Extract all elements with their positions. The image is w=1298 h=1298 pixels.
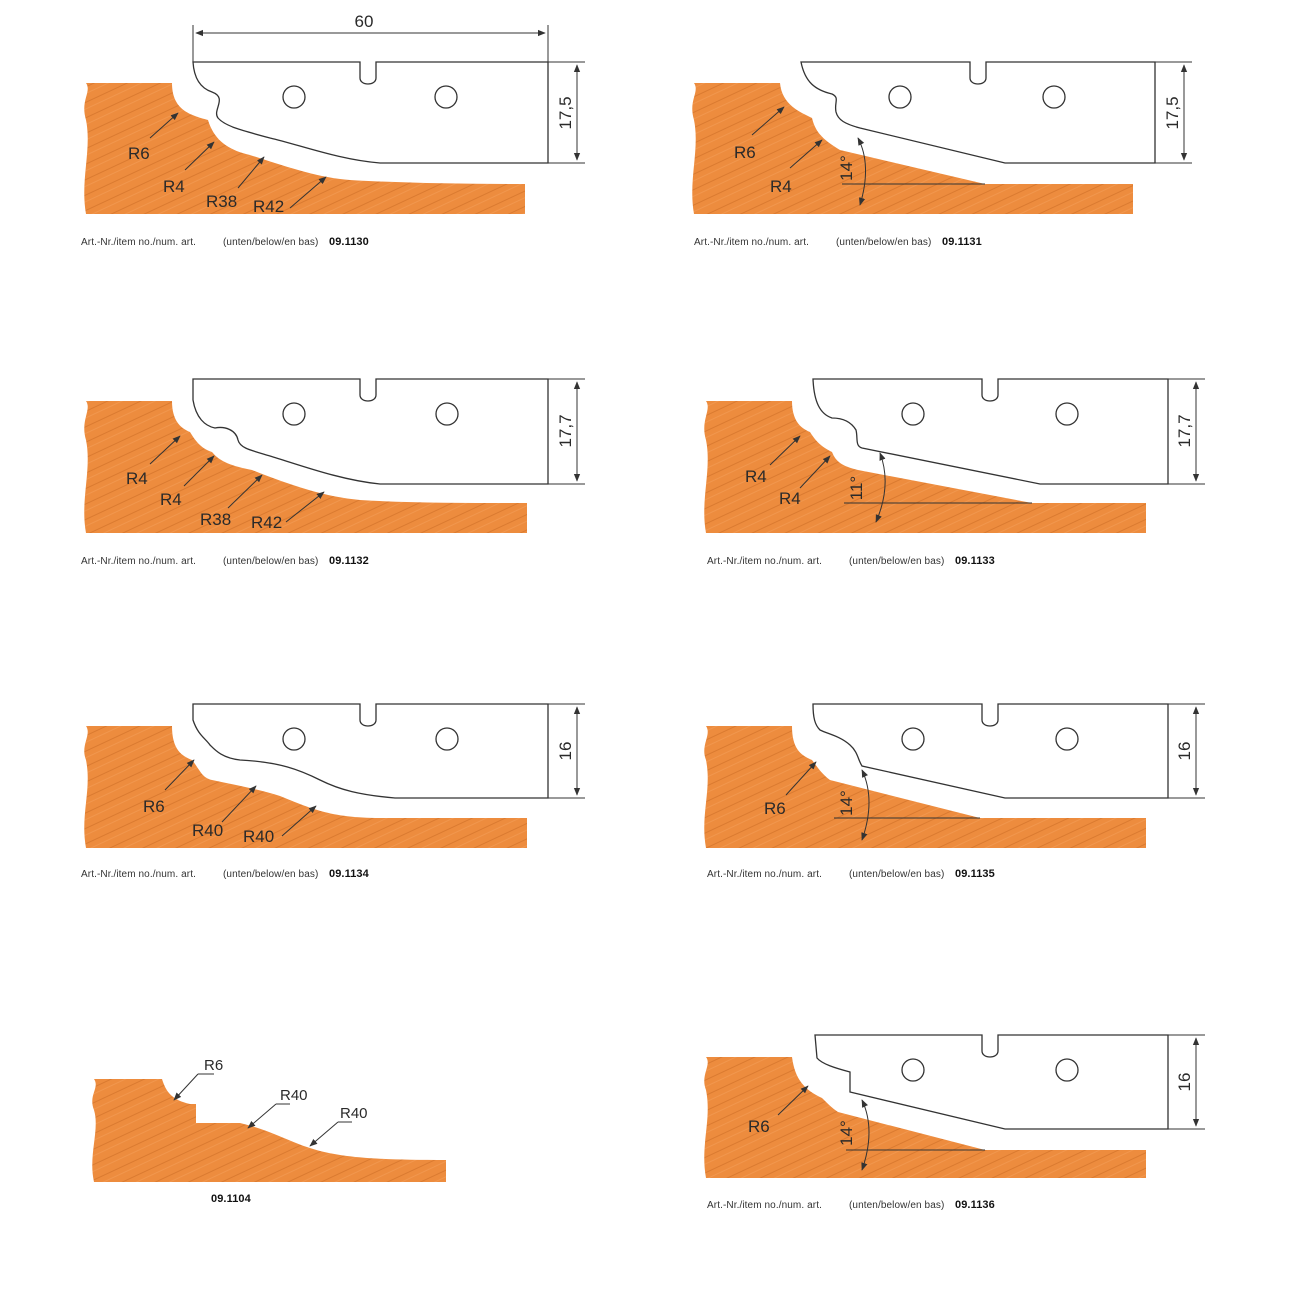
bore-hole-icon — [1042, 85, 1066, 109]
radius-label: R6 — [764, 799, 786, 818]
caption-09-1136: Art.-Nr./item no./num. art. (unten/below… — [707, 1199, 995, 1211]
article-number: 09.1133 — [955, 555, 995, 567]
radius-label: R40 — [280, 1087, 308, 1104]
bore-hole-icon — [434, 85, 458, 109]
bore-hole-icon — [435, 727, 459, 751]
cutter-knife — [812, 378, 1169, 485]
profile-09-1136: 16 14° R6 — [704, 1034, 1205, 1178]
cutter-knife — [192, 378, 549, 485]
bore-hole-icon — [1055, 402, 1079, 426]
caption-position: (unten/below/en bas) — [849, 556, 945, 567]
wood-workpiece — [92, 1079, 447, 1182]
radius-label: R6 — [204, 1057, 223, 1074]
wood-workpiece — [84, 726, 528, 848]
article-number: 09.1132 — [329, 555, 369, 567]
height-label: 17,7 — [1175, 414, 1194, 447]
profile-09-1104: R6 R40 R40 — [92, 1057, 447, 1182]
radius-label: R4 — [779, 489, 801, 508]
article-number: 09.1130 — [329, 236, 369, 248]
caption-09-1132: Art.-Nr./item no./num. art. (unten/below… — [81, 555, 369, 567]
caption-label: Art.-Nr./item no./num. art. — [81, 869, 196, 880]
profile-09-1131: 17,5 14° R6 R4 — [692, 61, 1192, 214]
height-label: 17,5 — [556, 96, 575, 129]
bore-hole-icon — [888, 85, 912, 109]
radius-label: R4 — [770, 177, 792, 196]
caption-label: Art.-Nr./item no./num. art. — [707, 556, 822, 567]
bore-hole-icon — [282, 727, 306, 751]
radius-label: R38 — [200, 510, 231, 529]
cutter-knife — [812, 703, 1169, 799]
caption-09-1131: Art.-Nr./item no./num. art. (unten/below… — [694, 236, 982, 248]
overall-width-label: 60 — [355, 12, 374, 31]
article-number: 09.1135 — [955, 868, 995, 880]
caption-09-1135: Art.-Nr./item no./num. art. (unten/below… — [707, 868, 995, 880]
height-label: 16 — [556, 742, 575, 761]
caption-position: (unten/below/en bas) — [836, 237, 932, 248]
caption-09-1133: Art.-Nr./item no./num. art. (unten/below… — [707, 555, 995, 567]
height-label: 16 — [1175, 1073, 1194, 1092]
caption-label: Art.-Nr./item no./num. art. — [707, 869, 822, 880]
bore-hole-icon — [282, 85, 306, 109]
angle-label: 14° — [837, 155, 856, 181]
cutter-knife — [192, 61, 549, 164]
caption-position: (unten/below/en bas) — [223, 237, 319, 248]
angle-label: 11° — [847, 476, 866, 500]
radius-label: R40 — [340, 1105, 368, 1122]
wood-workpiece — [704, 726, 1146, 848]
angle-label: 14° — [837, 790, 856, 816]
bore-hole-icon — [435, 402, 459, 426]
profile-09-1130: 60 17,5 R6 R4 R38 R42 — [84, 12, 585, 216]
caption-label: Art.-Nr./item no./num. art. — [707, 1200, 822, 1211]
cutter-knife — [192, 703, 549, 799]
bore-hole-icon — [901, 727, 925, 751]
article-number: 09.1134 — [329, 868, 369, 880]
caption-position: (unten/below/en bas) — [849, 1200, 945, 1211]
wood-workpiece — [704, 1057, 1146, 1178]
wood-workpiece — [84, 83, 526, 214]
caption-position: (unten/below/en bas) — [849, 869, 945, 880]
radius-label: R4 — [163, 177, 185, 196]
profile-09-1132: 17,7 R4 R4 R38 R42 — [84, 378, 585, 533]
cutter-knife — [800, 61, 1156, 164]
radius-label: R4 — [745, 467, 767, 486]
caption-label: Art.-Nr./item no./num. art. — [694, 237, 809, 248]
radius-label: R40 — [192, 821, 223, 840]
cutter-knife — [814, 1034, 1169, 1130]
profile-09-1133: 17,7 11° R4 R4 — [704, 378, 1205, 533]
caption-position: (unten/below/en bas) — [223, 556, 319, 567]
profile-09-1134: 16 R6 R40 R40 — [84, 703, 585, 848]
wood-workpiece — [704, 401, 1146, 533]
caption-position: (unten/below/en bas) — [223, 869, 319, 880]
bore-hole-icon — [901, 1058, 925, 1082]
radius-label: R42 — [253, 197, 284, 216]
wood-workpiece — [692, 83, 1133, 214]
height-label: 17,5 — [1163, 96, 1182, 129]
article-number: 09.1131 — [942, 236, 982, 248]
radius-label: R42 — [251, 513, 282, 532]
article-number: 09.1136 — [955, 1199, 995, 1211]
radius-label: R40 — [243, 827, 274, 846]
bore-hole-icon — [1055, 1058, 1079, 1082]
radius-label: R6 — [128, 144, 150, 163]
caption-label: Art.-Nr./item no./num. art. — [81, 237, 196, 248]
radius-label: R6 — [748, 1117, 770, 1136]
radius-label: R6 — [143, 797, 165, 816]
caption-09-1130: Art.-Nr./item no./num. art. (unten/below… — [81, 236, 369, 248]
radius-label: R4 — [160, 490, 182, 509]
angle-label: 14° — [837, 1120, 856, 1146]
bore-hole-icon — [1055, 727, 1079, 751]
bore-hole-icon — [282, 402, 306, 426]
wood-workpiece — [84, 401, 528, 533]
caption-09-1134: Art.-Nr./item no./num. art. (unten/below… — [81, 868, 369, 880]
height-label: 17,7 — [556, 414, 575, 447]
bore-hole-icon — [901, 402, 925, 426]
article-number: 09.1104 — [211, 1193, 251, 1205]
height-label: 16 — [1175, 742, 1194, 761]
radius-label: R38 — [206, 192, 237, 211]
radius-label: R4 — [126, 469, 148, 488]
radius-label: R6 — [734, 143, 756, 162]
profile-09-1135: 16 14° R6 — [704, 703, 1205, 848]
caption-label: Art.-Nr./item no./num. art. — [81, 556, 196, 567]
